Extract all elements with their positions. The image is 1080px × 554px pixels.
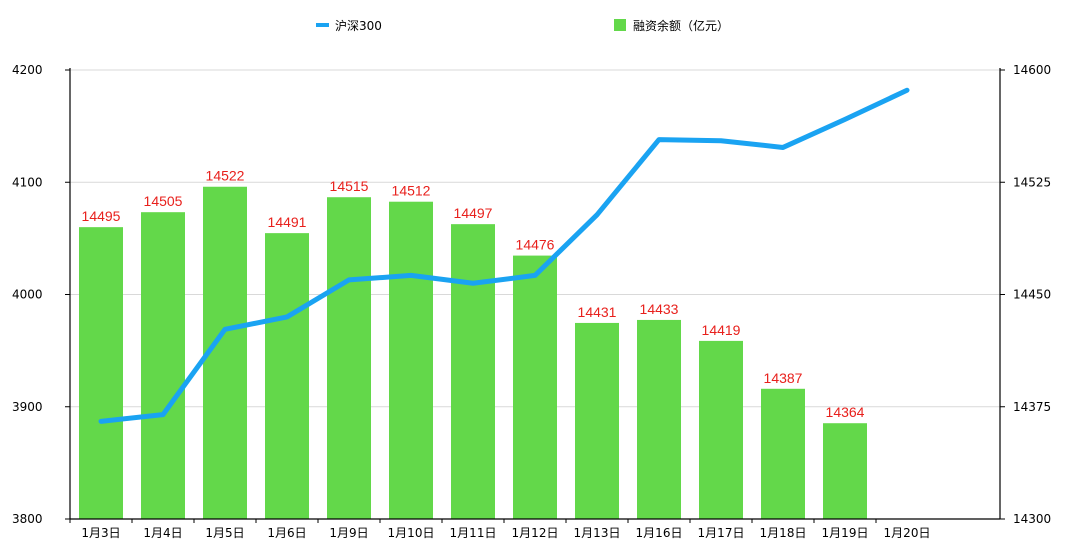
x-tick-label: 1月6日 <box>267 526 306 540</box>
bar <box>823 423 867 519</box>
y-left-tick-label: 4000 <box>12 288 43 302</box>
y-right-tick-label: 14375 <box>1013 400 1051 414</box>
x-tick-label: 1月18日 <box>760 526 807 540</box>
x-tick-label: 1月4日 <box>143 526 182 540</box>
line-series <box>98 87 910 424</box>
bars <box>79 186 867 520</box>
y-left-tick-label: 4200 <box>12 63 43 77</box>
x-tick-label: 1月9日 <box>329 526 368 540</box>
y-right-tick-label: 14600 <box>1013 63 1051 77</box>
y-right-tick-label: 14525 <box>1013 175 1051 189</box>
x-tick-label: 1月16日 <box>636 526 683 540</box>
bar-value-label: 14512 <box>392 183 431 199</box>
bar-value-label: 14387 <box>764 370 803 386</box>
bar-value-label: 14419 <box>702 322 741 338</box>
bar <box>79 227 123 519</box>
legend-label-hs300: 沪深300 <box>335 19 382 33</box>
y-right-tick-label: 14300 <box>1013 512 1051 526</box>
bar-value-label: 14364 <box>826 404 865 420</box>
legend-label-margin-balance: 融资余额（亿元） <box>633 18 729 33</box>
bar-value-label: 14433 <box>640 301 679 317</box>
bar <box>513 255 557 519</box>
x-tick-label: 1月19日 <box>822 526 869 540</box>
hs300-line <box>98 87 910 424</box>
y-left-tick-label: 3800 <box>12 512 43 526</box>
x-tick-label: 1月13日 <box>574 526 621 540</box>
x-tick-label: 1月11日 <box>450 526 497 540</box>
bar <box>389 201 433 519</box>
legend: 沪深300 融资余额（亿元） <box>316 18 729 33</box>
x-tick-label: 1月10日 <box>388 526 435 540</box>
y-right-tick-label: 14450 <box>1013 288 1051 302</box>
x-tick-label: 1月17日 <box>698 526 745 540</box>
bar <box>575 322 619 519</box>
data-labels: 14495 14505 14522 14491 14515 14512 14497 14476… <box>82 168 865 420</box>
bar <box>451 224 495 519</box>
x-tick-label: 1月5日 <box>205 526 244 540</box>
bar <box>761 388 805 519</box>
bar <box>265 233 309 520</box>
legend-line-swatch <box>316 23 329 27</box>
x-tick-label: 1月3日 <box>81 526 120 540</box>
x-tick-label: 1月20日 <box>884 526 931 540</box>
bar-value-label: 14431 <box>578 304 617 320</box>
x-tick-label: 1月12日 <box>512 526 559 540</box>
bar <box>699 340 743 519</box>
bar-value-label: 14505 <box>144 193 183 209</box>
bar-value-label: 14522 <box>206 168 245 184</box>
bar-value-label: 14495 <box>82 208 121 224</box>
bar-value-label: 14476 <box>516 237 555 253</box>
y-left-tick-label: 3900 <box>12 400 43 414</box>
bar-value-label: 14497 <box>454 205 493 221</box>
bar <box>637 319 681 519</box>
bar <box>327 197 371 519</box>
y-left-tick-label: 4100 <box>12 175 43 189</box>
bar-value-label: 14491 <box>268 214 307 230</box>
axes: 3800 3900 4000 4100 4200 14300 14375 14450 14525… <box>12 63 1051 540</box>
legend-bar-swatch <box>614 19 626 31</box>
bar-value-label: 14515 <box>330 178 369 194</box>
bar <box>141 212 185 519</box>
